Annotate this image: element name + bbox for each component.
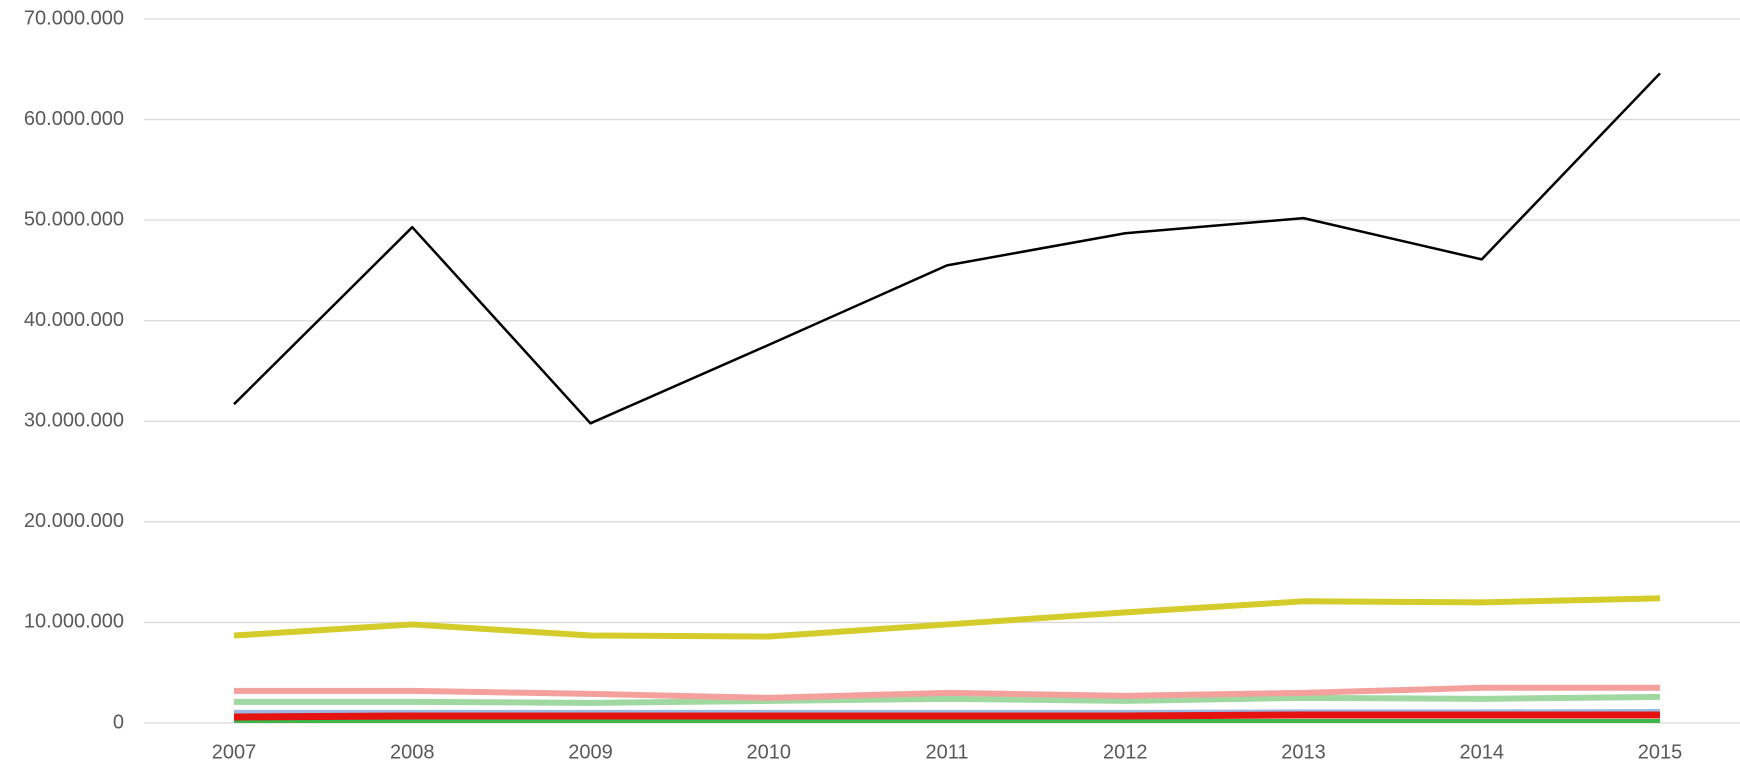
x-tick-label: 2011	[925, 741, 968, 763]
series-line	[233, 72, 1661, 425]
series-line	[233, 595, 1661, 640]
series-line	[234, 708, 1661, 714]
x-tick-label: 2010	[747, 741, 792, 763]
y-tick-label: 50.000.000	[24, 208, 124, 230]
y-tick-label: 60.000.000	[24, 108, 124, 130]
x-tick-label: 2012	[1103, 741, 1148, 763]
x-tick-label: 2008	[390, 741, 435, 763]
y-tick-label: 70.000.000	[24, 7, 124, 29]
y-tick-label: 30.000.000	[24, 410, 124, 432]
series-line	[234, 693, 1661, 706]
series-line	[234, 684, 1660, 701]
y-tick-label: 10.000.000	[24, 611, 124, 633]
x-tick-label: 2014	[1460, 741, 1505, 763]
y-tick-label: 20.000.000	[24, 510, 124, 532]
x-tick-label: 2007	[212, 741, 257, 763]
y-tick-label: 40.000.000	[24, 309, 124, 331]
x-tick-label: 2015	[1638, 741, 1683, 763]
x-tick-label: 2009	[568, 741, 613, 763]
y-tick-label: 0	[113, 711, 124, 733]
series-line	[233, 711, 1660, 721]
x-tick-label: 2013	[1281, 741, 1326, 763]
